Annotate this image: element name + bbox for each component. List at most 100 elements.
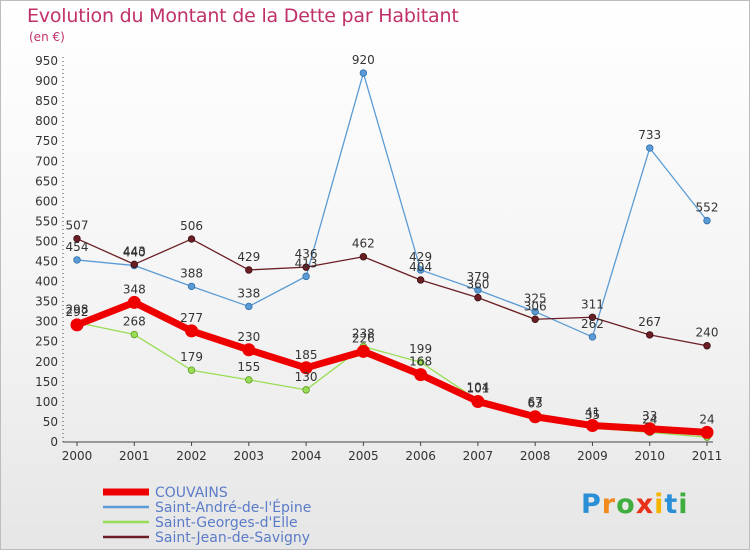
y-tick-label: 200	[35, 355, 58, 369]
legend-label-1: Saint-André-de-l'Épine	[155, 499, 311, 516]
x-tick-label: 2000	[62, 449, 93, 463]
x-tick-label: 2002	[176, 449, 207, 463]
series-line-2	[76, 321, 708, 438]
series-point-0	[185, 324, 199, 338]
y-tick-label: 600	[35, 194, 58, 208]
series-point-2	[416, 358, 425, 366]
data-label: 443	[123, 244, 146, 258]
y-tick-label: 300	[35, 315, 58, 329]
data-label: 348	[123, 282, 146, 296]
data-label: 104	[466, 380, 489, 394]
data-label: 429	[237, 250, 260, 264]
data-label: 325	[524, 292, 547, 306]
series-point-1	[416, 266, 425, 274]
series-point-1	[73, 256, 81, 264]
logo-letter: i	[678, 489, 689, 520]
data-label: 311	[581, 297, 604, 311]
legend-label-0: COUVAINS	[155, 485, 228, 501]
y-tick-label: 50	[43, 415, 58, 429]
logo-letter: P	[581, 489, 602, 520]
data-label: 268	[123, 315, 146, 329]
y-tick-label: 0	[50, 435, 58, 449]
series-point-2	[187, 366, 196, 374]
series-point-0	[242, 343, 256, 357]
y-tick-label: 950	[35, 54, 58, 68]
y-tick-label: 150	[35, 375, 58, 389]
data-label: 413	[295, 256, 318, 270]
x-tick-label: 2004	[291, 449, 322, 463]
x-tick-label: 2011	[692, 449, 723, 463]
data-label: 436	[295, 247, 318, 261]
series-point-0	[700, 425, 714, 439]
x-tick-label: 2010	[634, 449, 665, 463]
series-point-0	[585, 419, 599, 433]
y-tick-label: 900	[35, 74, 58, 88]
y-tick-label: 700	[35, 154, 58, 168]
y-tick-label: 500	[35, 234, 58, 248]
series-point-3	[703, 342, 711, 350]
series-point-3	[646, 331, 654, 339]
series-point-0	[70, 318, 84, 332]
chart-title: Evolution du Montant de la Dette par Hab…	[27, 5, 459, 27]
data-label: 185	[295, 348, 318, 362]
series-point-3	[73, 234, 81, 243]
series-point-3	[416, 276, 425, 284]
series-point-2	[130, 330, 138, 339]
data-label: 379	[466, 270, 489, 284]
series-line-1	[76, 72, 708, 338]
series-point-1	[187, 282, 196, 291]
data-label: 240	[696, 326, 719, 340]
x-tick-label: 2006	[405, 449, 436, 463]
logo-letter: x	[635, 489, 655, 520]
data-label: 168	[409, 355, 432, 369]
data-label: 24	[699, 412, 714, 426]
data-label: 33	[642, 409, 657, 423]
data-label: 733	[638, 128, 661, 142]
data-label: 429	[409, 250, 432, 264]
series-point-1	[646, 144, 654, 152]
data-label: 41	[585, 406, 600, 420]
data-label: 454	[66, 240, 89, 254]
series-point-0	[299, 361, 313, 375]
data-label: 306	[524, 299, 547, 313]
data-label: 506	[180, 219, 203, 233]
y-tick-label: 350	[35, 295, 58, 309]
data-label: 298	[66, 302, 89, 316]
series-point-3	[359, 253, 368, 261]
data-label: 388	[180, 266, 203, 280]
series-point-3	[474, 293, 482, 302]
series-point-3	[130, 260, 138, 269]
y-tick-label: 450	[35, 255, 58, 269]
series-line-3	[76, 238, 708, 347]
data-label: 267	[638, 315, 661, 329]
series-point-3	[245, 266, 253, 274]
data-label: 230	[237, 330, 260, 344]
series-point-2	[302, 386, 310, 394]
proxiti-logo: Proxiti	[581, 489, 689, 520]
y-tick-label: 400	[35, 275, 58, 289]
series-point-0	[127, 295, 141, 309]
x-tick-label: 2001	[119, 449, 150, 463]
data-label: 360	[466, 278, 489, 292]
data-label: 277	[180, 311, 203, 325]
x-tick-label: 2005	[348, 449, 379, 463]
y-tick-label: 850	[35, 94, 58, 108]
series-point-2	[245, 376, 253, 384]
series-point-1	[302, 272, 310, 281]
y-tick-label: 800	[35, 114, 58, 128]
series-point-0	[356, 344, 370, 358]
data-label: 462	[352, 237, 375, 251]
series-point-0	[643, 422, 657, 436]
data-label: 101	[466, 381, 489, 395]
y-tick-label: 750	[35, 134, 58, 148]
series-point-0	[528, 410, 542, 424]
series-point-1	[474, 286, 482, 294]
chart-subtitle: (en €)	[29, 30, 65, 44]
data-label: 24	[642, 412, 657, 426]
series-point-1	[359, 69, 368, 77]
series-point-1	[588, 333, 597, 341]
series-point-3	[588, 313, 597, 321]
logo-letter: i	[654, 489, 665, 520]
data-label: 35	[585, 408, 600, 422]
